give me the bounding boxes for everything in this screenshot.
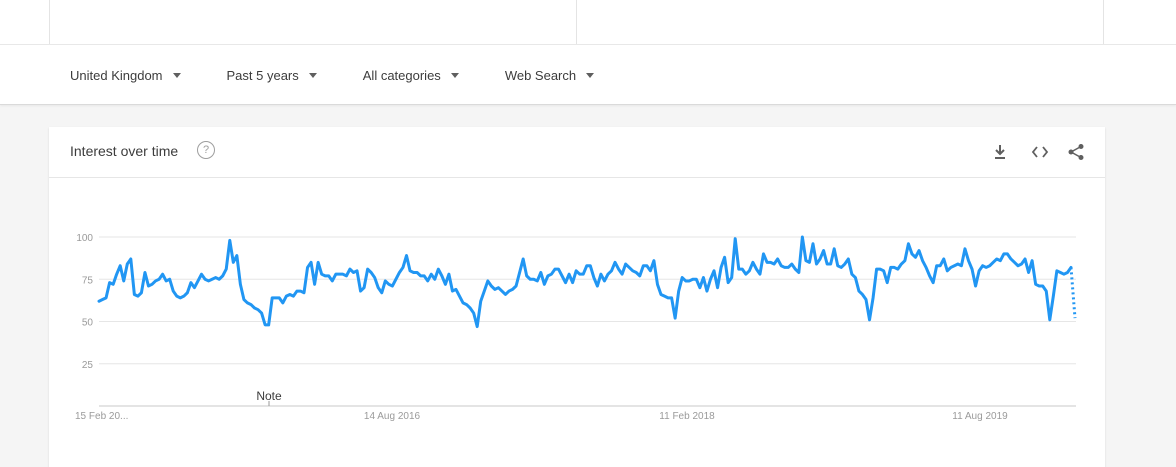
card-title: Interest over time: [70, 143, 179, 159]
help-circle-icon[interactable]: ?: [197, 141, 215, 159]
category-filter-label: All categories: [362, 67, 441, 83]
top-bar: United Kingdom Past 5 years All categori…: [0, 0, 1176, 105]
y-axis-ticks: 100 75 50 25: [76, 233, 93, 371]
y-tick-label: 25: [82, 360, 94, 371]
interest-over-time-chart: 100 75 50 25 Note 15 Feb 20... 14 Aug 2016 11…: [75, 233, 1077, 422]
category-filter-dropdown[interactable]: All categories: [363, 68, 459, 83]
search-term-slot-1[interactable]: [49, 0, 577, 44]
time-range-filter-label: Past 5 years: [226, 67, 299, 83]
y-tick-label: 50: [82, 318, 94, 329]
time-range-filter-dropdown[interactable]: Past 5 years: [227, 68, 317, 83]
filter-bar: United Kingdom Past 5 years All categori…: [70, 66, 640, 84]
x-tick-label: 11 Aug 2019: [952, 411, 1008, 422]
region-filter-label: United Kingdom: [70, 67, 163, 83]
caret-down-icon: [450, 72, 459, 78]
search-terms-row: [0, 0, 1176, 45]
search-term-slot-3[interactable]: [1103, 0, 1176, 44]
x-tick-label: 15 Feb 20...: [75, 411, 128, 422]
series-projection-dotted: [1069, 267, 1077, 319]
x-tick-label: 14 Aug 2016: [364, 411, 421, 422]
region-filter-dropdown[interactable]: United Kingdom: [70, 68, 181, 83]
caret-down-icon: [586, 72, 595, 78]
search-type-filter-label: Web Search: [504, 67, 577, 83]
chart-gridlines: [99, 236, 1076, 365]
interest-over-time-card: Interest over time ? 100 75 50 25 Note 15 F…: [49, 127, 1105, 467]
caret-down-icon: [172, 72, 181, 78]
y-tick-label: 100: [76, 233, 93, 244]
x-axis-ticks: 15 Feb 20... 14 Aug 2016 11 Feb 2018 11 Aug…: [75, 411, 1008, 422]
search-term-slot-2[interactable]: [576, 0, 1104, 44]
search-type-filter-dropdown[interactable]: Web Search: [504, 67, 595, 83]
x-tick-label: 11 Feb 2018: [659, 411, 715, 422]
series-line: [97, 235, 1073, 329]
chart-annotation-note[interactable]: Note: [256, 389, 282, 403]
card-header: Interest over time ?: [49, 127, 1105, 178]
caret-down-icon: [308, 72, 317, 78]
share-icon[interactable]: [1067, 143, 1085, 161]
y-tick-label: 75: [82, 275, 94, 286]
download-icon[interactable]: [991, 143, 1009, 161]
embed-code-icon[interactable]: [1031, 143, 1049, 161]
